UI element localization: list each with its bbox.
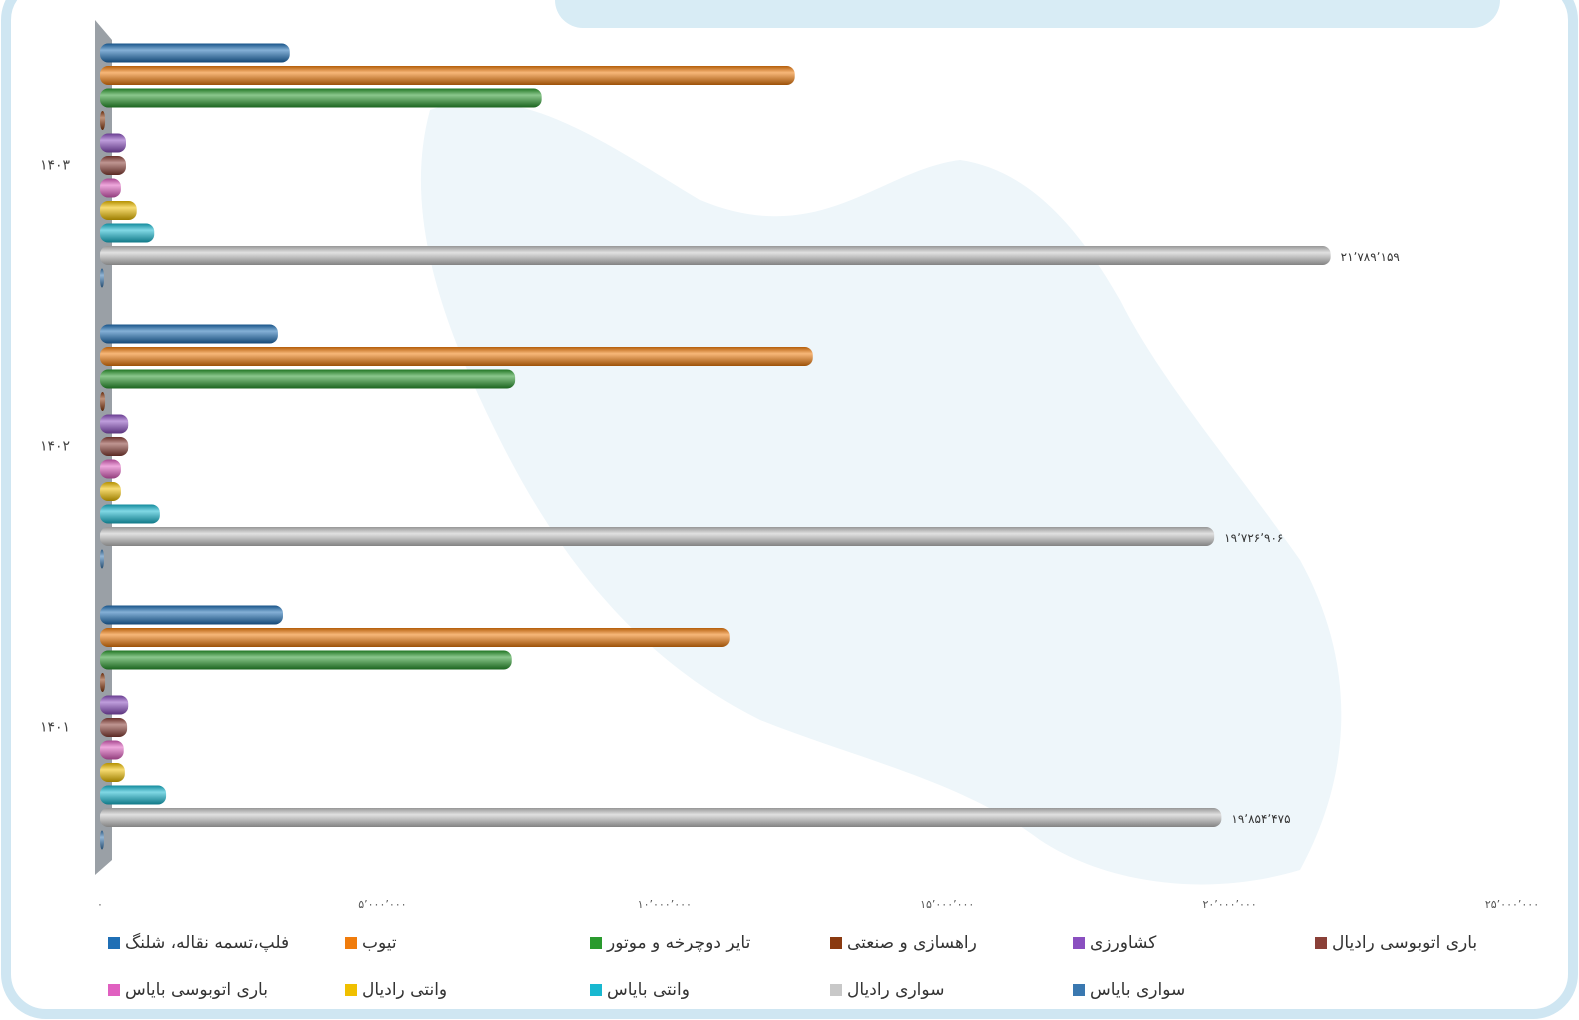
data-label: ۱۹٬۸۵۴٬۴۷۵ bbox=[1231, 812, 1290, 826]
x-tick-label: ۵٬۰۰۰٬۰۰۰ bbox=[358, 898, 406, 911]
top-panel bbox=[555, 0, 1500, 28]
data-label: ۲۱٬۷۸۹٬۱۵۹ bbox=[1341, 250, 1400, 264]
legend-swatch bbox=[830, 984, 842, 996]
legend-swatch bbox=[108, 937, 120, 949]
x-tick-label: ۱۰٬۰۰۰٬۰۰۰ bbox=[638, 898, 692, 911]
bar bbox=[100, 673, 106, 692]
bar bbox=[100, 414, 129, 434]
legend-label: تیوب bbox=[362, 933, 397, 953]
bar bbox=[100, 718, 128, 737]
bar bbox=[100, 178, 121, 198]
x-tick-label: ۱۵٬۰۰۰٬۰۰۰ bbox=[920, 898, 974, 911]
legend-swatch bbox=[590, 984, 602, 996]
bar bbox=[100, 88, 542, 108]
legend-label: تایر دوچرخه و موتور bbox=[606, 933, 751, 953]
legend-swatch bbox=[345, 984, 357, 996]
map-background bbox=[420, 102, 1342, 885]
x-tick-label: ۲۰٬۰۰۰٬۰۰۰ bbox=[1202, 898, 1256, 911]
bar bbox=[100, 504, 160, 524]
legend-label: باری اتوبوسی بایاس bbox=[125, 980, 268, 1000]
legend-label: راهسازی و صنعتی bbox=[847, 933, 977, 953]
legend-label: باری اتوبوسی رادیال bbox=[1332, 933, 1477, 953]
y-tick-label: ۱۴۰۲ bbox=[40, 439, 70, 455]
data-label: ۱۹٬۷۲۶٬۹۰۶ bbox=[1224, 531, 1283, 545]
bar bbox=[100, 527, 1215, 546]
bar bbox=[100, 785, 167, 805]
bar bbox=[100, 43, 290, 63]
legend-swatch bbox=[345, 937, 357, 949]
bar bbox=[100, 650, 512, 670]
bar bbox=[100, 133, 126, 153]
bar bbox=[100, 324, 278, 344]
y-tick-label: ۱۴۰۱ bbox=[40, 720, 70, 736]
bar bbox=[100, 268, 104, 288]
bar bbox=[100, 347, 813, 366]
legend-swatch bbox=[1315, 937, 1327, 949]
bar bbox=[100, 369, 516, 389]
bar bbox=[100, 808, 1222, 827]
bar bbox=[100, 201, 137, 220]
bar bbox=[100, 830, 104, 850]
legend-label: کشاورزی bbox=[1090, 933, 1157, 953]
bar bbox=[100, 437, 129, 456]
x-tick-label: ۲۵٬۰۰۰٬۰۰۰ bbox=[1485, 898, 1539, 911]
bar bbox=[100, 459, 121, 479]
legend-swatch bbox=[590, 937, 602, 949]
legend-label: فلپ،تسمه نقاله، شلنگ bbox=[125, 932, 289, 953]
bar bbox=[100, 246, 1331, 265]
legend-swatch bbox=[830, 937, 842, 949]
bar bbox=[100, 549, 104, 569]
bar bbox=[100, 605, 283, 625]
bar bbox=[100, 763, 125, 782]
bar bbox=[100, 223, 155, 243]
legend-label: وانتی بایاس bbox=[607, 980, 690, 1000]
bar bbox=[100, 392, 106, 411]
legend-swatch bbox=[1073, 984, 1085, 996]
bar bbox=[100, 695, 129, 715]
legend-label: سواری رادیال bbox=[847, 980, 944, 1000]
bar bbox=[100, 111, 106, 130]
y-tick-label: ۱۴۰۳ bbox=[40, 158, 71, 174]
bar bbox=[100, 482, 121, 501]
legend-label: وانتی رادیال bbox=[362, 980, 447, 1000]
x-tick-label: ۰ bbox=[97, 898, 103, 911]
legend-label: سواری بایاس bbox=[1090, 980, 1185, 1000]
bar bbox=[100, 740, 124, 760]
legend-swatch bbox=[1073, 937, 1085, 949]
bar bbox=[100, 628, 730, 647]
bar bbox=[100, 66, 795, 85]
legend-swatch bbox=[108, 984, 120, 996]
bar bbox=[100, 156, 126, 175]
